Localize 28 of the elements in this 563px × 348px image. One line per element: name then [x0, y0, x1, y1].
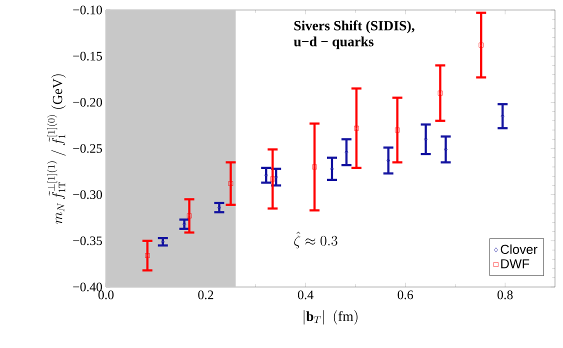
y-tick-label: −0.25 — [73, 144, 102, 153]
y-tick-label: −0.20 — [73, 98, 102, 107]
point — [270, 176, 276, 182]
point — [438, 90, 443, 96]
y-tick-label: −0.15 — [73, 52, 102, 61]
y-tick-label: −0.35 — [73, 236, 102, 246]
y-tick-label: −0.40 — [73, 282, 102, 292]
x-tick-label: 0.4 — [298, 290, 314, 300]
point — [312, 164, 317, 170]
x-tick-label: 0.6 — [398, 290, 414, 300]
annotation: $\hat{\zeta}\approx 0.3$ — [294, 232, 338, 248]
point — [354, 126, 359, 131]
y-tick-label: −0.30 — [73, 190, 102, 200]
x-tick-label: 0.2 — [198, 290, 214, 300]
x-tick-label: 0.0 — [98, 290, 114, 300]
legend-label: Clover — [500, 244, 538, 254]
point — [478, 42, 484, 48]
point — [228, 181, 234, 186]
point — [145, 253, 150, 258]
y-axis-title: $m_N\,\tilde{f}_{1\mathrm{T}}^{\perp[1](1)}\ /\ \tilde{f}_1^{[1](0)}\ (\mathrm{GeV})$ — [47, 74, 66, 224]
y-tick-label: −0.10 — [73, 6, 102, 14]
legend-label: DWF — [501, 259, 530, 268]
x-tick-label: 0.8 — [498, 290, 513, 300]
text: u−d − quarks — [294, 36, 374, 50]
point — [394, 128, 400, 132]
text: Sivers Shift (SIDIS), — [294, 20, 414, 34]
x-axis-title: $|\mathbf{b}_T|\ \ (\mathrm{fm})$ — [304, 310, 358, 325]
point — [186, 214, 192, 218]
